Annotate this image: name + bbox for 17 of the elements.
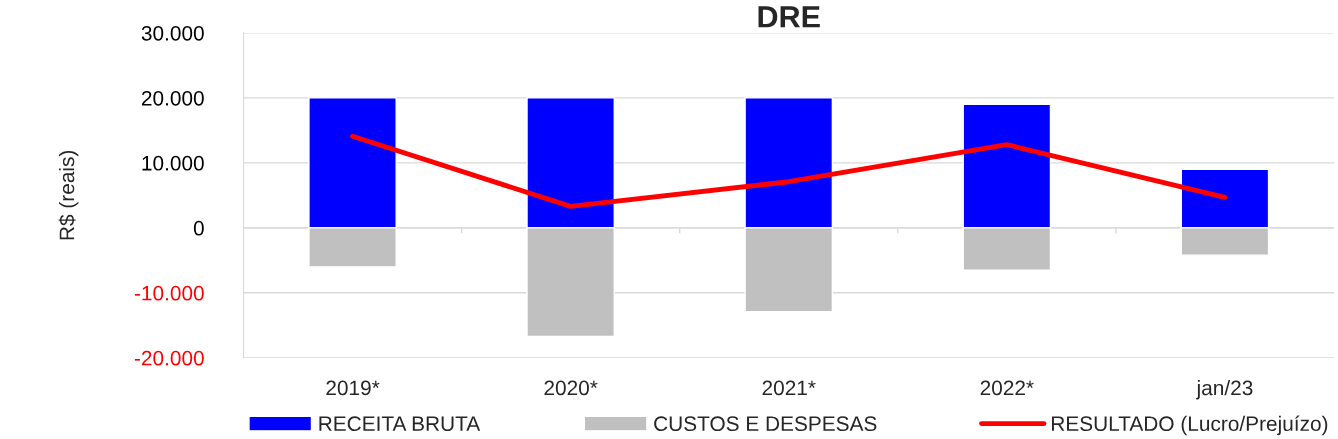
line-series — [350, 133, 1228, 209]
chart-title: DRE — [758, 6, 820, 28]
legend-label: RESULTADO (Lucro/Prejuízo) — [1051, 415, 1328, 436]
y-tick-label: -10.000 — [134, 285, 204, 301]
legend-label: CUSTOS E DESPESAS — [654, 416, 877, 432]
y-tick-label: 20.000 — [141, 90, 204, 106]
x-tick-label: 2021* — [762, 380, 816, 396]
y-tick-label: 30.000 — [141, 25, 204, 41]
x-tick-label: jan/23 — [1196, 380, 1253, 400]
y-axis-title: R$ (reais) — [58, 150, 79, 240]
y-tick-label: -20.000 — [134, 350, 204, 366]
x-tick-label: 2019* — [326, 380, 380, 396]
x-tick-label: 2022* — [980, 380, 1034, 396]
y-tick-label: 0 — [193, 220, 204, 236]
y-tick-label: 10.000 — [142, 155, 204, 171]
legend-label: RECEITA BRUTA — [319, 416, 481, 432]
x-tick-label: 2020* — [544, 380, 598, 396]
